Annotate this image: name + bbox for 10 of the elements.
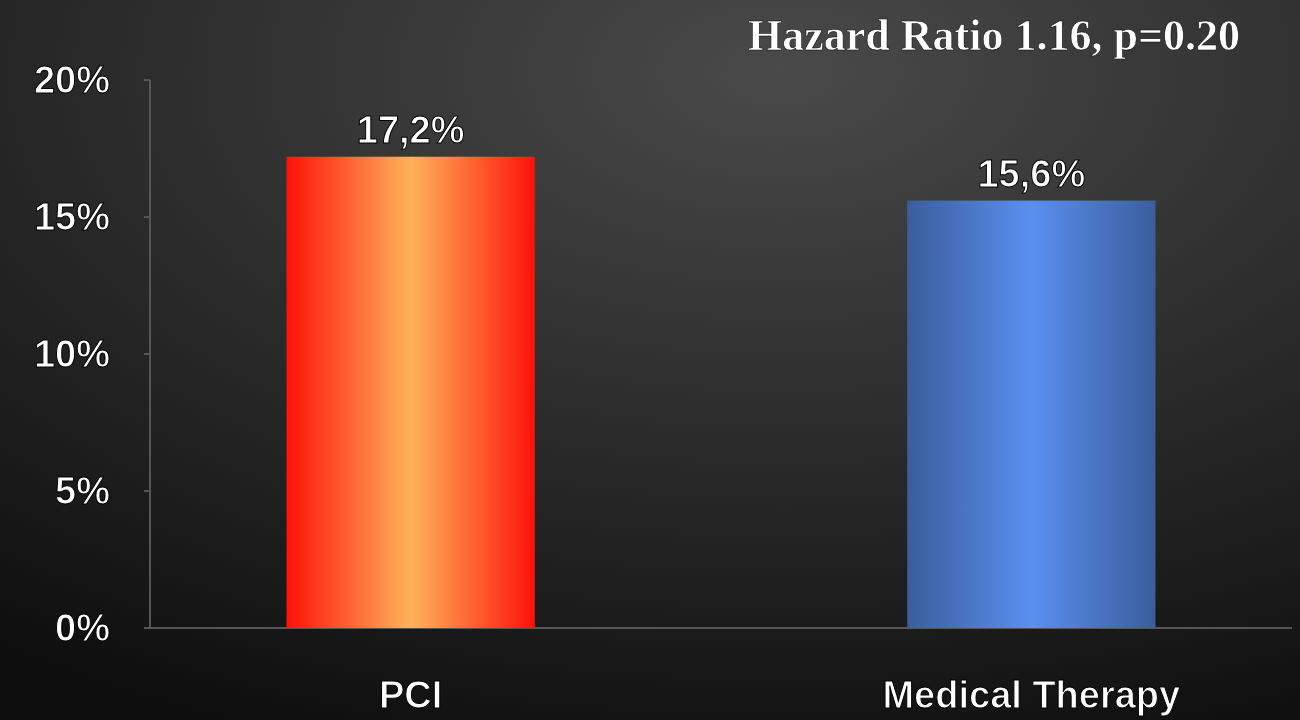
x-tick-label: PCI [378,674,443,716]
y-tick-label: 20% [33,59,110,102]
data-label: 15,6% [977,152,1086,195]
y-tick-label: 0% [55,607,110,650]
y-tick-label: 15% [33,196,110,239]
data-label: 17,2% [356,108,465,151]
x-tick-label: Medical Therapy [882,674,1181,716]
y-tick-label: 10% [33,333,110,376]
y-tick-label: 5% [55,470,110,513]
chart-title: Hazard Ratio 1.16, p=0.20 [748,11,1240,60]
